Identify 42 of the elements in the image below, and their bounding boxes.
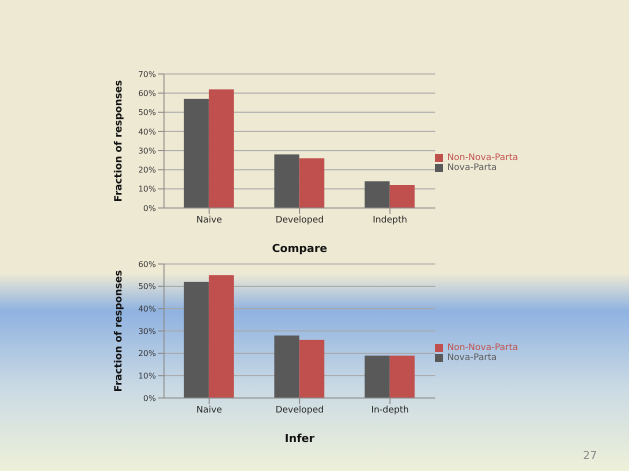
y-tick-label: 0% [143,204,156,213]
y-tick-label: 50% [138,282,156,292]
x-tick-label: Developed [275,405,324,416]
bar [208,89,234,208]
y-tick-label: 40% [138,127,156,136]
legend-label: Nova-Parta [447,353,497,363]
y-tick-label: 10% [138,184,156,194]
y-tick-label: 30% [138,326,156,336]
x-tick-label: In-depth [371,405,409,416]
y-axis-title: Fraction of responses [114,80,125,202]
x-axis-title: Compare [272,242,328,255]
bar [274,335,300,398]
y-tick-label: 60% [138,260,156,269]
y-tick-label: 0% [143,394,156,403]
legend-label: Non-Nova-Parta [447,343,518,353]
y-axis-title: Fraction of responses [114,270,125,392]
bar [184,98,209,208]
y-tick-label: 20% [138,349,156,358]
y-tick-label: 20% [138,166,156,175]
y-tick-label: 10% [138,372,156,381]
bar [299,340,324,398]
y-tick-label: 60% [138,88,156,98]
y-tick-label: 40% [138,304,156,314]
bar [364,356,390,398]
text: 27 [583,449,597,462]
bar [364,181,390,208]
y-tick-label: 70% [138,70,156,79]
bar [274,154,300,208]
legend-label: Nova-Parta [447,163,497,173]
x-tick-label: Indepth [372,215,408,226]
x-axis-title: Infer [284,432,315,445]
y-tick-label: 50% [138,108,156,118]
bar [299,158,324,208]
y-tick-label: 30% [138,146,156,156]
bar [184,282,209,398]
bar [390,185,415,208]
bar [390,356,415,398]
bar [208,275,234,398]
x-tick-label: Naive [196,405,222,416]
x-tick-label: Naive [196,215,222,226]
legend-label: Non-Nova-Parta [447,153,518,163]
x-tick-label: Developed [275,215,324,226]
